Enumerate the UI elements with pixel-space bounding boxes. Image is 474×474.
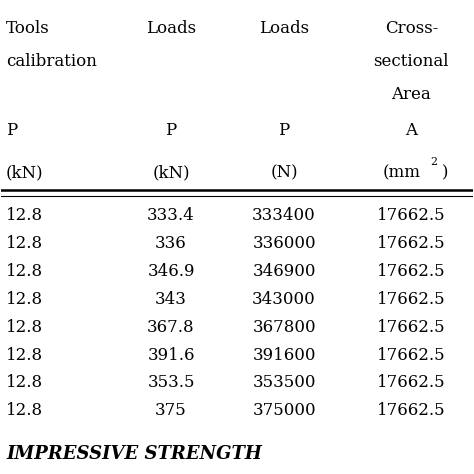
Text: 17662.5: 17662.5 [377,207,446,224]
Text: 346900: 346900 [252,263,316,280]
Text: 17662.5: 17662.5 [377,319,446,336]
Text: 367.8: 367.8 [147,319,195,336]
Text: A: A [405,121,417,138]
Text: 17662.5: 17662.5 [377,235,446,252]
Text: 346.9: 346.9 [147,263,195,280]
Text: 333400: 333400 [252,207,316,224]
Text: Loads: Loads [146,20,196,37]
Text: (kN): (kN) [152,164,190,181]
Text: ): ) [442,164,448,181]
Text: calibration: calibration [6,53,97,70]
Text: 336: 336 [155,235,187,252]
Text: 12.8: 12.8 [6,263,43,280]
Text: 12.8: 12.8 [6,346,43,364]
Text: 391.6: 391.6 [147,346,195,364]
Text: P: P [6,121,18,138]
Text: (mm: (mm [383,164,421,181]
Text: 375000: 375000 [252,402,316,419]
Text: 353.5: 353.5 [147,374,195,392]
Text: 333.4: 333.4 [147,207,195,224]
Text: 375: 375 [155,402,187,419]
Text: 343000: 343000 [252,291,316,308]
Text: 17662.5: 17662.5 [377,263,446,280]
Text: 17662.5: 17662.5 [377,374,446,392]
Text: 17662.5: 17662.5 [377,402,446,419]
Text: 343: 343 [155,291,187,308]
Text: 12.8: 12.8 [6,319,43,336]
Text: 12.8: 12.8 [6,374,43,392]
Text: 17662.5: 17662.5 [377,291,446,308]
Text: sectional: sectional [374,53,449,70]
Text: 336000: 336000 [252,235,316,252]
Text: 12.8: 12.8 [6,235,43,252]
Text: 12.8: 12.8 [6,207,43,224]
Text: IMPRESSIVE STRENGTH: IMPRESSIVE STRENGTH [6,445,262,463]
Text: P: P [279,121,290,138]
Text: 17662.5: 17662.5 [377,346,446,364]
Text: (kN): (kN) [6,164,44,181]
Text: Loads: Loads [259,20,309,37]
Text: (N): (N) [270,164,298,181]
Text: Area: Area [392,86,431,103]
Text: 2: 2 [430,157,437,167]
Text: 367800: 367800 [252,319,316,336]
Text: 391600: 391600 [252,346,316,364]
Text: 12.8: 12.8 [6,402,43,419]
Text: 353500: 353500 [252,374,316,392]
Text: Cross-: Cross- [385,20,438,37]
Text: P: P [165,121,177,138]
Text: 12.8: 12.8 [6,291,43,308]
Text: Tools: Tools [6,20,50,37]
